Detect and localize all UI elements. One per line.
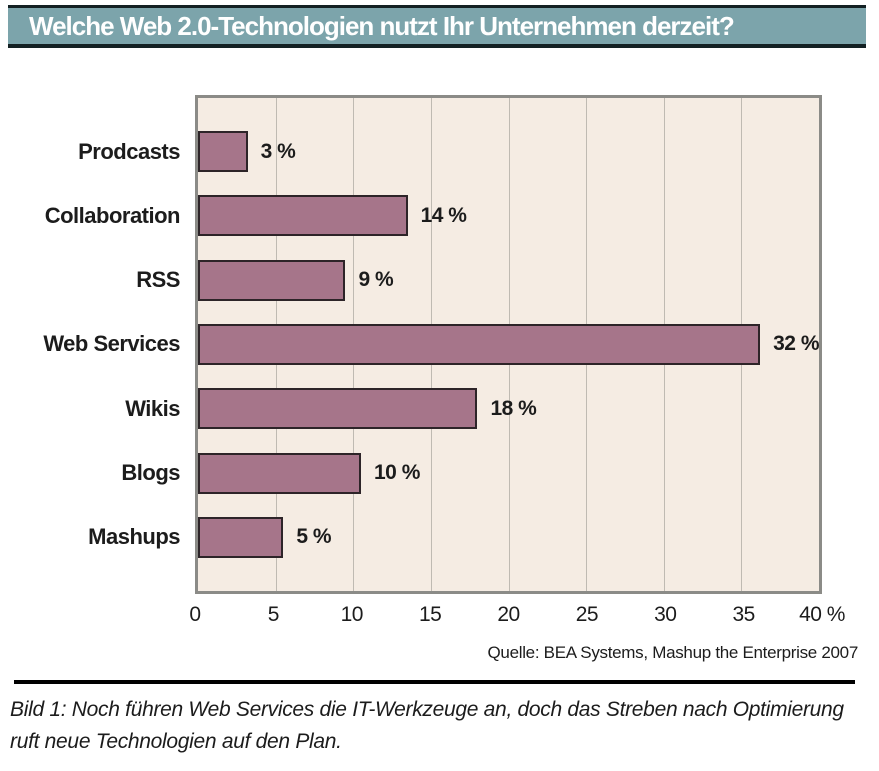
value-label-rss: 9 % [358,268,394,292]
x-tick-15: 15 [418,603,442,626]
bar-row-collaboration: 14 % [198,195,819,237]
x-tick-20: 20 [497,603,520,626]
x-tick-30: 30 [654,603,677,626]
category-label-mashups: Mashups [88,524,180,550]
bar-row-prodcasts: 3 % [198,131,819,172]
x-tick-5: 5 [267,603,280,626]
x-tick-0: 0 [189,603,201,626]
category-axis: Prodcasts Collaboration RSS Web Services Wik… [0,95,195,594]
category-label-rss: RSS [136,267,180,293]
value-label-mashups: 5 % [296,525,332,549]
category-label-blogs: Blogs [121,460,180,486]
bar-row-blogs: 10 % [198,452,819,494]
category-label-web-services: Web Services [43,331,180,357]
bar-chart: Prodcasts Collaboration RSS Web Services Wik… [0,95,879,594]
value-label-collaboration: 14 % [420,203,467,227]
x-tick-25: 25 [575,603,599,626]
bar-prodcasts [198,131,248,172]
bar-collaboration [198,195,408,237]
x-tick-35: 35 [732,603,755,626]
figure-title: Welche Web 2.0-Technologien nutzt Ihr Un… [29,10,735,41]
x-tick-10: 10 [340,603,364,626]
bar-blogs [198,452,361,494]
x-axis: 0 5 10 15 20 25 30 35 40 % [189,594,845,630]
value-label-web-services: 32 % [773,332,819,356]
value-label-prodcasts: 3 % [260,139,296,163]
divider-rule [14,680,855,684]
value-label-wikis: 18 % [490,396,537,420]
category-label-collaboration: Collaboration [44,202,181,228]
bar-rss [198,259,346,301]
category-label-prodcasts: Prodcasts [78,138,180,164]
bar-mashups [198,516,284,558]
bar-wikis [198,388,478,430]
plot-area: 3 % 14 % 9 % 32 % 18 % 10 % 5 % [195,95,822,594]
category-label-wikis: Wikis [125,395,180,421]
title-bar: Welche Web 2.0-Technologien nutzt Ihr Un… [8,5,866,48]
bar-row-wikis: 18 % [198,388,819,430]
bar-rows: 3 % 14 % 9 % 32 % 18 % 10 % 5 % [198,98,819,591]
bar-row-rss: 9 % [198,259,819,301]
value-label-blogs: 10 % [374,461,420,485]
bar-web-services [198,323,761,365]
figure-caption: Bild 1: Noch führen Web Services die IT-… [10,698,844,753]
source-credit: Quelle: BEA Systems, Mashup the Enterpri… [487,643,859,662]
x-tick-40: 40 % [799,603,845,626]
bar-row-web-services: 32 % [198,323,819,365]
bar-row-mashups: 5 % [198,516,819,558]
